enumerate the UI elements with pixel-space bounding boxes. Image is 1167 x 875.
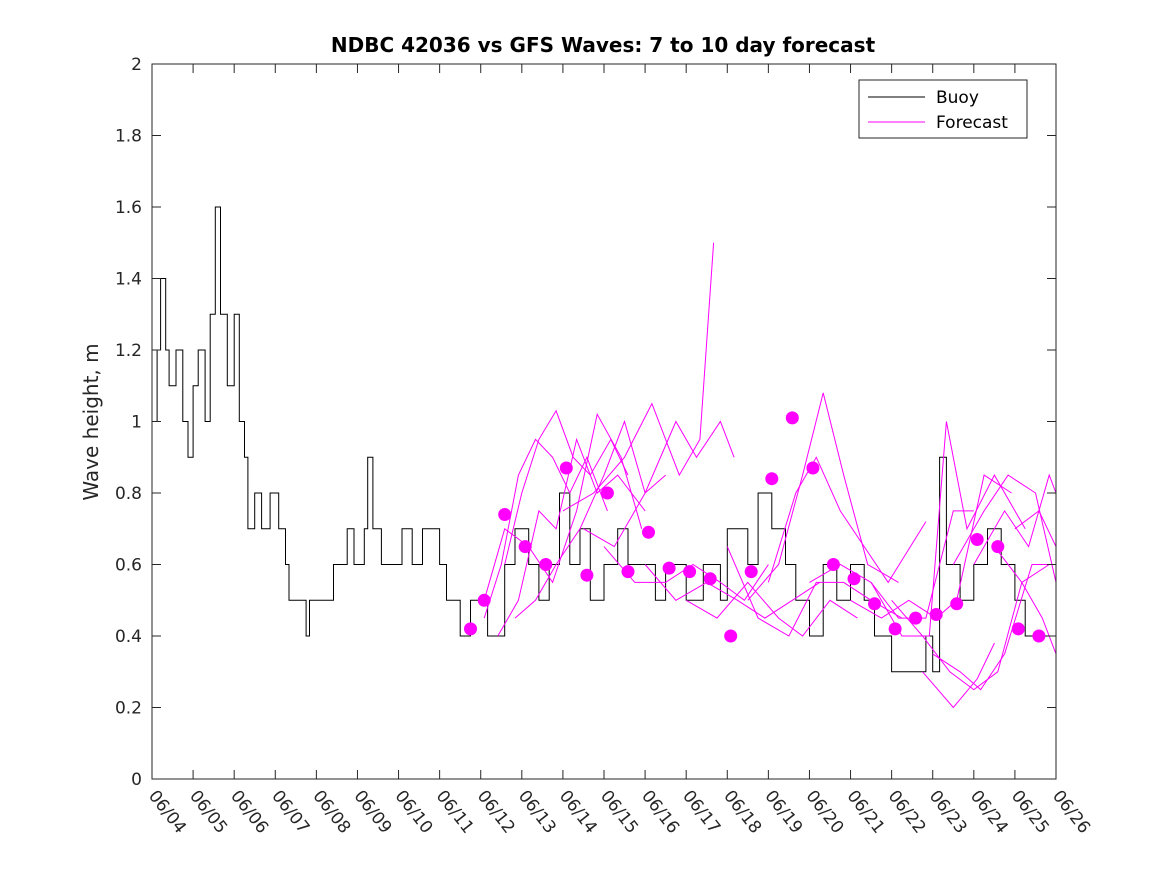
forecast-point-24 [950, 597, 964, 611]
y-tick-label: 0.4 [115, 627, 142, 647]
y-axis-label: Wave height, m [79, 343, 103, 500]
legend-label-buoy: Buoy [936, 88, 979, 108]
legend-box [858, 79, 1028, 139]
y-tick-label: 0.2 [115, 699, 142, 719]
legend-label-forecast: Forecast [936, 113, 1008, 133]
forecast-point-2 [498, 508, 512, 521]
forecast-point-0 [464, 622, 477, 636]
y-tick-label: 0.6 [115, 556, 142, 576]
forecast-point-28 [1032, 629, 1046, 643]
forecast-trace-5 [562, 242, 715, 512]
forecast-point-22 [909, 611, 923, 625]
chart-title: NDBC 42036 vs GFS Waves: 7 to 10 day for… [331, 33, 876, 57]
forecast-trace-0 [483, 438, 608, 619]
y-tick-label: 1.6 [115, 198, 142, 218]
forecast-trace-8 [644, 564, 820, 619]
forecast-trace-22 [922, 642, 995, 709]
y-tick-label: 0.8 [115, 484, 142, 504]
forecast-trace-7 [603, 546, 769, 602]
y-tick-label: 1 [131, 413, 142, 433]
forecast-point-1 [477, 593, 491, 607]
y-tick-label: 0 [131, 770, 142, 790]
forecast-trace-2 [483, 412, 643, 601]
forecast-point-26 [991, 540, 1005, 554]
forecast-trace-11 [747, 392, 899, 601]
y-tick-label: 1.4 [115, 270, 142, 290]
forecast-point-13 [724, 629, 738, 643]
forecast-trace-12 [767, 456, 927, 584]
forecast-trace-4 [514, 419, 666, 619]
forecast-point-14 [744, 565, 758, 579]
forecast-point-10 [662, 561, 676, 575]
forecast-point-3 [518, 540, 532, 554]
forecast-point-18 [826, 558, 840, 571]
forecast-point-23 [929, 608, 943, 621]
forecast-point-19 [847, 572, 861, 586]
forecast-point-8 [621, 565, 635, 579]
forecast-point-17 [806, 461, 820, 475]
forecast-point-21 [888, 622, 902, 636]
plot-area [152, 206, 1056, 709]
forecast-trace-18 [952, 474, 1056, 583]
forecast-trace-17 [932, 564, 1056, 691]
forecast-point-25 [970, 533, 984, 546]
forecast-trace-19 [973, 473, 1056, 565]
forecast-trace-3 [497, 437, 646, 637]
forecast-trace-13 [809, 510, 974, 619]
forecast-point-16 [785, 411, 799, 425]
forecast-point-15 [765, 472, 779, 486]
y-tick-label: 1.8 [115, 127, 142, 147]
forecast-point-7 [600, 486, 614, 500]
y-tick-label: 2 [131, 55, 142, 75]
y-tick-label: 1.2 [115, 341, 142, 361]
forecast-point-6 [580, 568, 594, 582]
forecast-point-11 [683, 565, 697, 579]
forecast-point-20 [868, 597, 881, 611]
buoy-series-line [152, 206, 1056, 673]
forecast-point-9 [642, 525, 655, 539]
forecast-trace-21 [1014, 510, 1056, 547]
forecast-trace-1 [504, 409, 629, 565]
forecast-point-12 [703, 572, 717, 586]
forecast-trace-9 [685, 581, 858, 637]
forecast-point-27 [1011, 622, 1025, 636]
forecast-trace-15 [870, 421, 1026, 637]
forecast-trace-6 [583, 420, 735, 548]
forecast-point-4 [539, 558, 553, 571]
forecast-point-5 [559, 461, 573, 475]
legend: Buoy Forecast [858, 79, 1028, 139]
